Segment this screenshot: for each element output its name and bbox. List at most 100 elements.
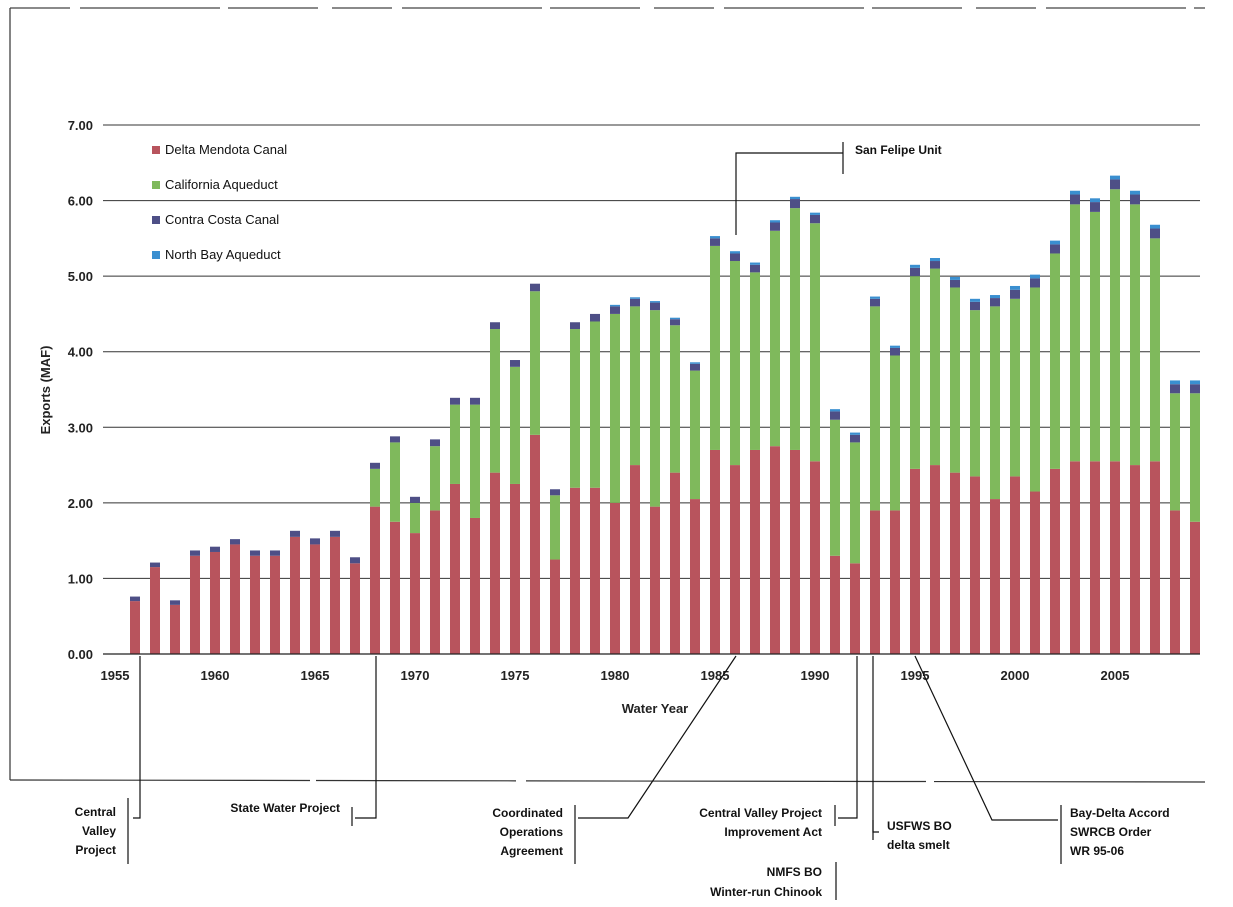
bar-segment-3-1983 [670,317,680,320]
bar-segment-0-1980 [610,502,620,654]
bar-segment-2-2008 [1170,384,1180,394]
bar-segment-2-1970 [410,496,420,503]
bar-segment-2-1991 [830,411,840,420]
bar-segment-0-1961 [230,544,240,654]
annotation-coa-line-2: Operations [500,825,564,839]
bar-segment-2-1960 [210,546,220,552]
x-tick-label: 1975 [501,668,530,683]
y-axis-title: Exports (MAF) [38,346,53,435]
bar-segment-0-1957 [150,567,160,654]
bar-segment-2-1972 [450,397,460,405]
bar-segment-2-2007 [1150,228,1160,239]
bar-segment-1-1968 [370,468,380,507]
bar-segment-3-1981 [630,297,640,299]
bar-segment-0-1998 [970,476,980,654]
bar-segment-1-1997 [950,287,960,473]
bar-segment-3-1986 [730,251,740,254]
bar-segment-2-1957 [150,562,160,568]
y-tick-label: 1.00 [68,571,93,586]
bar-segment-0-1956 [130,601,140,654]
y-tick-label: 4.00 [68,345,93,360]
bar-segment-0-2001 [1030,491,1040,654]
annotation-nmfs: NMFS BO Winter-run Chinook [710,865,822,899]
x-tick-label: 1955 [101,668,130,683]
bar-segment-0-1977 [550,559,560,654]
bar-segment-0-1988 [770,446,780,654]
bar-segment-3-1980 [610,304,620,307]
bar-segment-1-1977 [550,495,560,560]
y-tick-labels: 0.00 1.00 2.00 3.00 4.00 5.00 6.00 7.00 [68,118,93,662]
bar-segment-3-1999 [990,295,1000,299]
bar-segment-2-1958 [170,600,180,605]
bar-segment-3-1996 [930,258,940,262]
bar-segment-2-2000 [1010,289,1020,299]
bar-segment-1-1992 [850,442,860,564]
bar-segment-1-1995 [910,276,920,469]
bar-segment-1-1999 [990,306,1000,500]
bar-segment-3-1993 [870,296,880,299]
bar-segment-2-1979 [590,313,600,322]
annotation-swp: State Water Project [230,801,340,815]
bar-segment-0-1974 [490,472,500,654]
legend-label: Delta Mendota Canal [165,142,287,157]
bar-segment-0-1994 [890,510,900,654]
bar-segment-1-1998 [970,310,980,477]
bar-segment-0-1970 [410,533,420,654]
bar-segment-1-2008 [1170,393,1180,511]
bar-segment-3-1990 [810,212,820,215]
bar-segment-1-1976 [530,291,540,435]
legend-swatch [152,251,160,259]
bar-segment-2-1967 [350,557,360,564]
bar-segment-2-2001 [1030,278,1040,288]
bar-segment-3-1997 [950,276,960,280]
bar-segment-0-2009 [1190,521,1200,654]
legend-swatch [152,146,160,154]
annotation-san-felipe: San Felipe Unit [855,143,942,157]
bar-segment-1-1978 [570,329,580,488]
annotation-cvp-line-1: Central [75,805,116,819]
bar-segment-1-1972 [450,404,460,484]
bar-segment-2-1964 [290,530,300,537]
bar-segment-1-1981 [630,306,640,466]
bar-segment-0-1981 [630,465,640,654]
annotation-bay-delta-line-2: SWRCB Order [1070,825,1152,839]
bar-segment-2-1976 [530,283,540,292]
bar-segment-3-2003 [1070,190,1080,195]
bar-segment-2-1965 [310,538,320,545]
bar-segment-3-1985 [710,236,720,239]
bar-segment-2-1973 [470,397,480,405]
annotation-coa-line-1: Coordinated [492,806,563,820]
bar-segment-2-2006 [1130,194,1140,205]
bar-segment-0-1989 [790,449,800,654]
bar-segment-2-1984 [690,363,700,371]
bar-segment-1-1987 [750,272,760,450]
annotation-bay-delta-line-1: Bay-Delta Accord [1070,806,1170,820]
bar-segment-3-2007 [1150,224,1160,229]
bar-segment-3-1987 [750,262,760,265]
bar-segment-1-1975 [510,366,520,484]
x-tick-label: 1985 [701,668,730,683]
x-tick-labels: 1955 1960 1965 1970 1975 1980 1985 1990 1995 2000… [101,668,1130,683]
bar-segment-2-1990 [810,214,820,224]
bar-stacks [130,175,1200,654]
bar-segment-0-2007 [1150,461,1160,654]
bar-segment-2-1974 [490,322,500,330]
bar-segment-2-1986 [730,253,740,262]
x-tick-label: 1980 [601,668,630,683]
annotation-cvpia-line-1: Central Valley Project [699,806,822,820]
bar-segment-2-2004 [1090,202,1100,212]
annotation-cvp-line-2: Valley [82,824,116,838]
bar-segment-0-1997 [950,472,960,654]
bar-segment-3-1984 [690,362,700,364]
x-tick-label: 1995 [901,668,930,683]
bar-segment-3-2008 [1170,380,1180,385]
annotation-usfws-line-2: delta smelt [887,838,950,852]
bar-segment-0-1969 [390,521,400,654]
bar-segment-1-1988 [770,230,780,447]
bar-segment-3-2004 [1090,198,1100,203]
bar-segment-2-1992 [850,434,860,443]
bar-segment-0-1991 [830,555,840,654]
bar-segment-3-2009 [1190,380,1200,385]
bar-segment-2-1995 [910,267,920,277]
y-tick-label: 3.00 [68,420,93,435]
